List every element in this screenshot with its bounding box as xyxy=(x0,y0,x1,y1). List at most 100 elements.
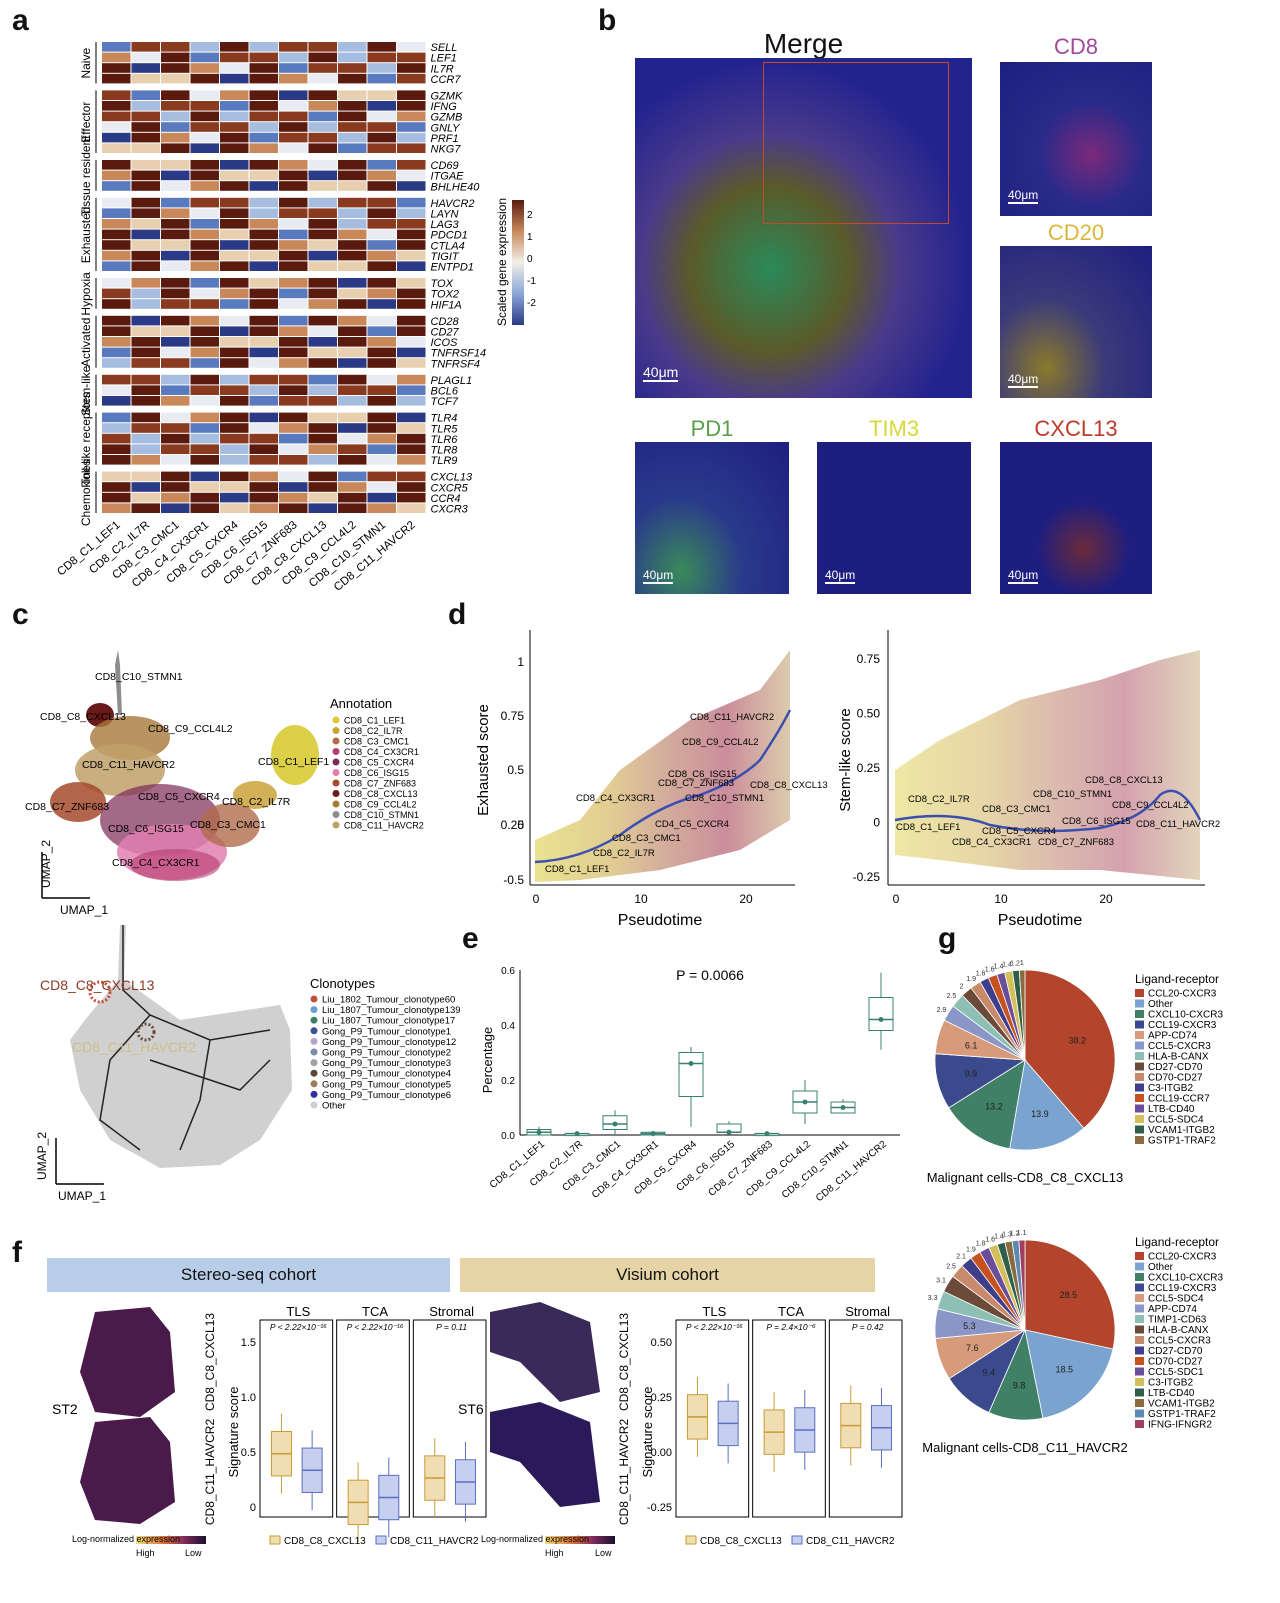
heatmap-cell xyxy=(102,111,131,122)
stemlike-scatter-cloud xyxy=(895,650,1200,880)
pie-legend-item: C3-ITGB2 xyxy=(1148,1378,1193,1389)
heatmap-cell xyxy=(102,250,131,261)
heatmap-cell xyxy=(249,170,278,181)
cluster-label: CD8_C10_STMN1 xyxy=(1033,789,1112,800)
x-tick: 10 xyxy=(634,892,648,906)
heatmap-cell xyxy=(131,455,160,465)
pie-legend-item: CCL5-CXCR3 xyxy=(1148,1336,1211,1347)
gene-label: BCL6 xyxy=(431,386,459,398)
heatmap-cell xyxy=(161,122,190,132)
pie-value-label: 1.2 xyxy=(1010,961,1020,968)
gene-label: CD69 xyxy=(431,160,459,172)
heatmap-cell xyxy=(161,219,190,229)
st6-label: ST6 xyxy=(458,1401,484,1417)
heatmap-cell xyxy=(190,326,219,336)
heatmap-cell xyxy=(367,503,396,513)
heatmap-cell xyxy=(161,250,190,261)
panel-label-g: g xyxy=(938,922,957,955)
heatmap-cell xyxy=(220,63,249,73)
clonotype-item: Liu_1802_Tumour_clonotype60 xyxy=(322,995,455,1006)
pie-value-label: 1 xyxy=(1020,960,1024,967)
heatmap-cell xyxy=(338,240,367,250)
heatmap-cell xyxy=(102,208,131,218)
heatmap-cell xyxy=(308,42,337,52)
heatmap-cell xyxy=(220,42,249,52)
cluster-label: CD8_C5_CXCR4 xyxy=(982,826,1056,837)
heatmap-cell xyxy=(397,111,426,122)
heatmap-cell xyxy=(220,503,249,513)
tim3-scale-bar: 40μm xyxy=(825,568,856,584)
heatmap-cell xyxy=(397,132,426,143)
heatmap-cell xyxy=(367,90,396,100)
pie-legend-swatch xyxy=(1135,999,1144,1008)
heatmap-cell xyxy=(397,299,426,309)
annotation-title: Annotation xyxy=(330,696,392,711)
heatmap-cell xyxy=(161,170,190,181)
f-legend-swatch-c8 xyxy=(685,1535,697,1545)
heatmap-cell xyxy=(190,73,219,84)
region-frame xyxy=(259,1319,334,1518)
heatmap-cell xyxy=(338,261,367,271)
heatmap-cell xyxy=(102,101,131,111)
heatmap-cell xyxy=(190,250,219,261)
heatmap-cell xyxy=(102,52,131,63)
heatmap-cell xyxy=(131,208,160,218)
heatmap-cell xyxy=(367,326,396,336)
y-tick: 0 xyxy=(873,816,880,830)
heatmap-cell xyxy=(161,455,190,465)
gene-label: TOX xyxy=(431,278,454,290)
gene-label: LAYN xyxy=(431,209,459,221)
heatmap-cell xyxy=(161,63,190,73)
heatmap-cell xyxy=(190,229,219,240)
annotation-item: CD8_C4_CX3CR1 xyxy=(344,747,419,757)
heatmap-cell xyxy=(131,143,160,153)
heatmap-cell xyxy=(397,181,426,191)
heatmap-cell xyxy=(397,385,426,395)
box-point xyxy=(840,1105,846,1110)
cluster-label: CD8_C2_IL7R xyxy=(593,848,655,859)
region-p-value: P = 2.4×10⁻⁶ xyxy=(766,1322,816,1332)
annotation-swatch xyxy=(332,758,340,766)
heatmap-cell xyxy=(190,170,219,181)
pie-legend-item: CCL5-SDC4 xyxy=(1148,1294,1204,1305)
heatmap-cell xyxy=(279,52,308,63)
umap-cluster-label: CD8_C1_LEF1 xyxy=(258,756,329,768)
heatmap-cell xyxy=(397,503,426,513)
heatmap-cell xyxy=(338,42,367,52)
pie-legend-swatch xyxy=(1135,1020,1144,1029)
heatmap-cell xyxy=(249,42,278,52)
merge-roi-box xyxy=(763,62,949,224)
heatmap-cell xyxy=(367,396,396,406)
pie-slice xyxy=(1018,969,1026,1061)
box-y-tick: 0.4 xyxy=(501,1021,515,1032)
umap-cluster-label: CD8_C2_IL7R xyxy=(222,796,291,808)
st6-tissue-c11 xyxy=(490,1402,600,1507)
heatmap-cell xyxy=(131,73,160,84)
cd8-scale-bar: 40μm xyxy=(1008,188,1039,204)
region-p-value: P < 2.22×10⁻¹⁶ xyxy=(686,1322,743,1332)
annotation-item: CD8_C2_IL7R xyxy=(344,726,403,736)
heat-legend-ticks: 2 1 0 -1 -2 xyxy=(527,210,536,309)
heatmap-cell xyxy=(397,455,426,465)
stemlike-y-ticks: 0.75 0.50 0.25 0 -0.25 xyxy=(853,652,881,884)
heatmap-cell xyxy=(220,240,249,250)
tim3-image: 40μm xyxy=(817,442,971,594)
heatmap-cell xyxy=(131,261,160,271)
gene-label: ITGAE xyxy=(431,171,465,183)
st2-expr-high: High xyxy=(136,1548,155,1558)
heatmap-cell xyxy=(161,337,190,347)
pie-value-label: 1.4 xyxy=(1002,962,1012,969)
umap-trajectory xyxy=(70,925,292,1168)
st6-expr-gradient xyxy=(545,1536,615,1544)
heatmap-cell xyxy=(220,122,249,132)
heatmap-cell xyxy=(338,208,367,218)
heatmap-cell xyxy=(367,160,396,170)
stemlike-y-label: Stem-like score xyxy=(837,708,854,811)
box-point xyxy=(688,1061,694,1066)
heatmap-cell xyxy=(397,250,426,261)
heatmap-cell xyxy=(279,229,308,240)
heatmap-cell xyxy=(279,358,308,368)
cluster-label: CD8_C7_ZNF683 xyxy=(1038,837,1114,848)
heatmap-cell xyxy=(397,240,426,250)
